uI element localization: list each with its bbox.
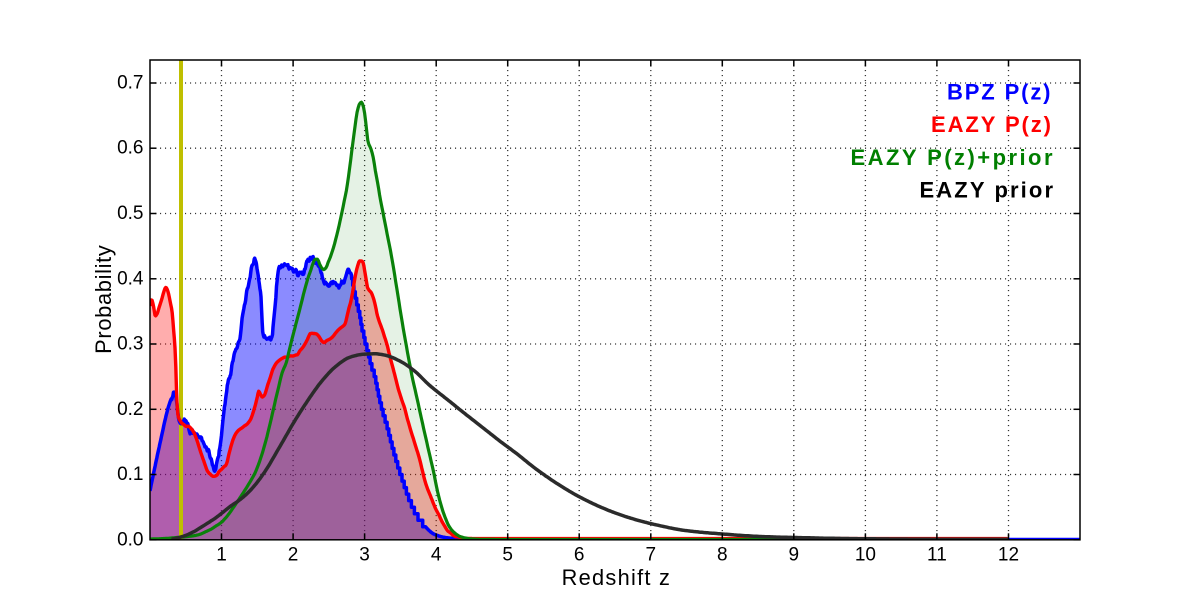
svg-text:BPZ P(z): BPZ P(z) xyxy=(947,80,1051,105)
svg-text:0.6: 0.6 xyxy=(117,138,143,159)
svg-text:4: 4 xyxy=(431,545,442,566)
svg-text:0.0: 0.0 xyxy=(117,529,143,550)
svg-text:8: 8 xyxy=(717,545,728,566)
svg-text:9: 9 xyxy=(789,545,800,566)
svg-text:5: 5 xyxy=(502,545,513,566)
svg-text:EAZY prior: EAZY prior xyxy=(920,178,1054,203)
svg-text:2: 2 xyxy=(288,545,299,566)
svg-text:0.2: 0.2 xyxy=(117,399,143,420)
svg-text:EAZY P(z): EAZY P(z) xyxy=(931,112,1051,137)
svg-text:11: 11 xyxy=(927,545,947,566)
svg-text:0.1: 0.1 xyxy=(117,464,143,485)
svg-text:12: 12 xyxy=(998,545,1019,566)
svg-text:7: 7 xyxy=(646,545,657,566)
svg-text:0.4: 0.4 xyxy=(117,268,144,289)
svg-text:0.7: 0.7 xyxy=(117,73,143,94)
svg-text:0.5: 0.5 xyxy=(117,203,143,224)
svg-text:Redshift z: Redshift z xyxy=(562,565,670,590)
svg-text:1: 1 xyxy=(216,545,227,566)
svg-text:0.3: 0.3 xyxy=(117,334,143,355)
svg-text:6: 6 xyxy=(574,545,585,566)
svg-text:3: 3 xyxy=(359,545,370,566)
svg-text:10: 10 xyxy=(855,545,876,566)
svg-text:Probability: Probability xyxy=(91,245,116,354)
